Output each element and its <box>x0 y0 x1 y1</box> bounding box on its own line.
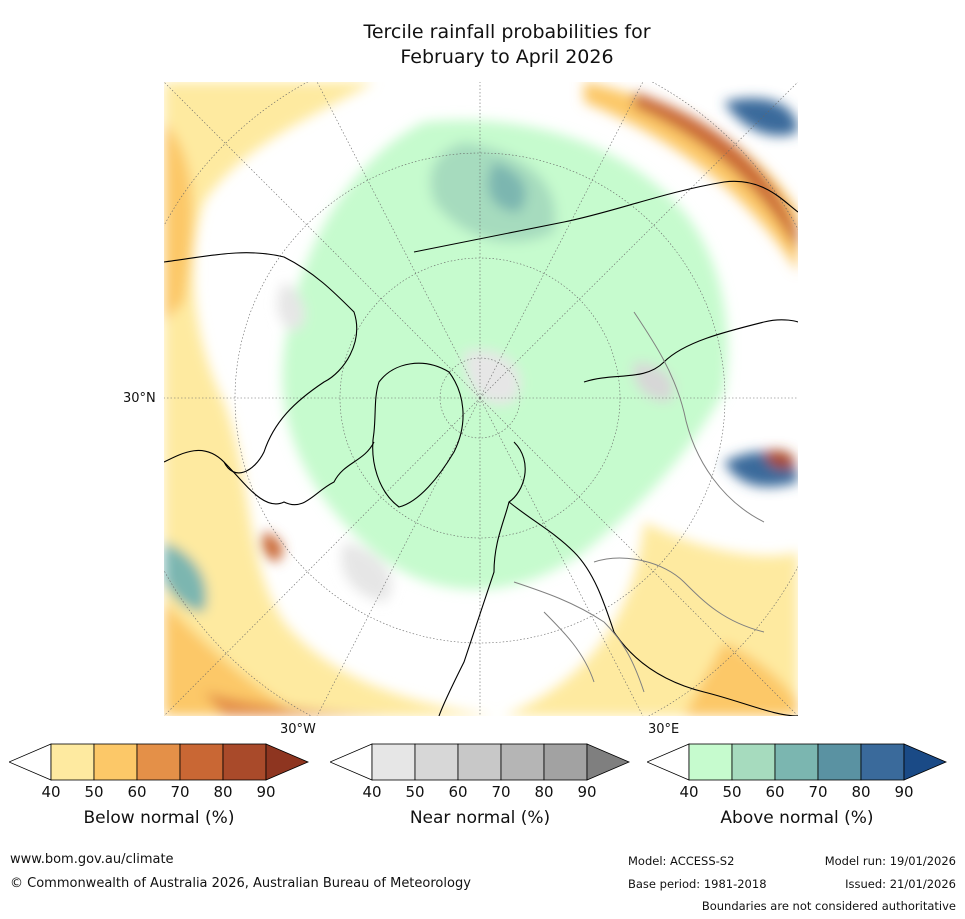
colorbar-tick-label: 60 <box>765 783 785 801</box>
chart-title: Tercile rainfall probabilities for Febru… <box>0 20 965 70</box>
colorbar-label-below: Below normal (%) <box>83 808 235 828</box>
colorbar-bin <box>371 743 416 781</box>
colorbar-tick-label: 80 <box>213 783 233 801</box>
colorbar-tick-label: 50 <box>722 783 742 801</box>
colorbar-tick-label: 50 <box>405 783 425 801</box>
colorbar-label-near: Near normal (%) <box>409 808 551 828</box>
colorbar-tick-label: 40 <box>679 783 699 801</box>
colorbar-bin <box>222 743 267 781</box>
probability-map <box>164 82 798 716</box>
colorbar-label-above: Above normal (%) <box>720 808 874 828</box>
footer-model-run: Model run: 19/01/2026 <box>824 854 956 868</box>
colorbar-bin <box>500 743 545 781</box>
footer-base-period: Base period: 1981-2018 <box>628 877 767 891</box>
colorbar-tick-label: 80 <box>534 783 554 801</box>
latitude-label-30n: 30°N <box>123 391 156 406</box>
colorbar-extend-high <box>586 743 630 781</box>
footer-copyright: © Commonwealth of Australia 2026, Austra… <box>10 876 471 891</box>
national-boundaries <box>513 311 765 693</box>
colorbar-extend-low <box>330 743 373 781</box>
colorbar-extend-high <box>903 743 947 781</box>
colorbar-tick-label: 70 <box>491 783 511 801</box>
colorbar-bin <box>860 743 905 781</box>
footer-issued: Issued: 21/01/2026 <box>845 877 956 891</box>
colorbar-tick-label: 40 <box>41 783 61 801</box>
probability-field <box>164 82 798 716</box>
footer-disclaimer: Boundaries are not considered authoritat… <box>701 899 956 913</box>
colorbar-tick-label: 60 <box>127 783 147 801</box>
colorbar-tick-label: 70 <box>808 783 828 801</box>
colorbar-bin <box>414 743 459 781</box>
colorbar-below-normal <box>9 743 309 781</box>
colorbar-tick-label: 40 <box>362 783 382 801</box>
colorbar-bin <box>93 743 138 781</box>
colorbar-bin <box>457 743 502 781</box>
colorbar-bin <box>50 743 95 781</box>
colorbar-extend-low <box>647 743 690 781</box>
coastlines <box>164 180 798 716</box>
colorbar-bin <box>179 743 224 781</box>
graticule <box>164 82 798 716</box>
title-line-1: Tercile rainfall probabilities for <box>363 21 651 43</box>
longitude-label-30e: 30°E <box>648 722 680 737</box>
colorbar-tick-label: 90 <box>577 783 597 801</box>
longitude-label-30w: 30°W <box>280 722 316 737</box>
colorbar-extend-high <box>265 743 309 781</box>
footer-website: www.bom.gov.au/climate <box>10 852 174 867</box>
colorbar-bin <box>543 743 588 781</box>
colorbar-extend-low <box>9 743 52 781</box>
title-line-2: February to April 2026 <box>400 46 614 68</box>
colorbar-tick-label: 70 <box>170 783 190 801</box>
colorbar-above-normal <box>647 743 947 781</box>
colorbar-tick-label: 90 <box>256 783 276 801</box>
colorbar-tick-label: 60 <box>448 783 468 801</box>
colorbar-tick-label: 80 <box>851 783 871 801</box>
colorbar-bin <box>817 743 862 781</box>
colorbar-tick-label: 50 <box>84 783 104 801</box>
colorbar-tick-label: 90 <box>894 783 914 801</box>
footer-model: Model: ACCESS-S2 <box>628 854 735 868</box>
colorbar-bin <box>136 743 181 781</box>
colorbar-bin <box>774 743 819 781</box>
colorbar-near-normal <box>330 743 630 781</box>
colorbar-bin <box>688 743 733 781</box>
colorbar-bin <box>731 743 776 781</box>
